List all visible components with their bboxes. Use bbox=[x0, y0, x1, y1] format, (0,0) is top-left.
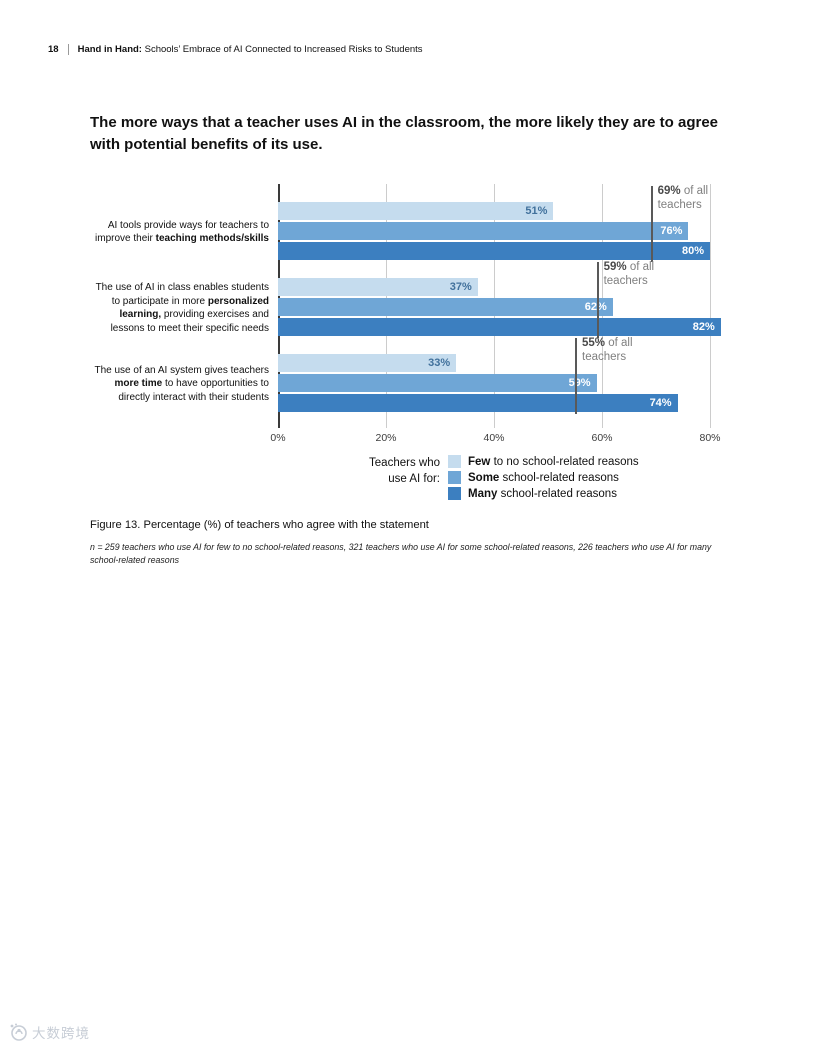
running-header-subtitle: Schools’ Embrace of AI Connected to Incr… bbox=[141, 44, 423, 55]
plot-area: AI tools provide ways for teachers to im… bbox=[90, 184, 738, 428]
legend-item: Many school-related reasons bbox=[448, 487, 639, 500]
watermark-logo-icon bbox=[10, 1023, 27, 1041]
legend-swatch bbox=[448, 471, 461, 484]
bar-value-label: 80% bbox=[681, 245, 704, 257]
bar-value-label: 74% bbox=[649, 397, 672, 409]
group-bars: 37% 62% 82% 59% of all teachers bbox=[278, 261, 738, 338]
figure-note: n = 259 teachers who use AI for few to n… bbox=[90, 542, 712, 566]
running-header: Hand in Hand: Schools’ Embrace of AI Con… bbox=[78, 44, 423, 55]
bar-value-label: 51% bbox=[525, 205, 548, 217]
legend-item: Some school-related reasons bbox=[448, 471, 639, 484]
category-label: The use of an AI system gives teachers m… bbox=[94, 364, 269, 403]
x-axis-tick: 40% bbox=[483, 432, 505, 444]
legend: Teachers who use AI for: Few to no schoo… bbox=[352, 455, 639, 500]
legend-swatch bbox=[448, 487, 461, 500]
reference-label: 69% of all teachers bbox=[657, 185, 709, 211]
bar-value-label: 59% bbox=[568, 377, 591, 389]
bar-some: 62% bbox=[278, 298, 613, 316]
chart-groups: AI tools provide ways for teachers to im… bbox=[90, 185, 738, 414]
x-axis-tick: 20% bbox=[375, 432, 397, 444]
bar-many: 74% bbox=[278, 394, 678, 412]
bar-some: 76% bbox=[278, 222, 689, 240]
x-axis-tick: 60% bbox=[591, 432, 613, 444]
bar-few: 33% bbox=[278, 354, 457, 372]
watermark: 大数跨境 bbox=[8, 1022, 90, 1042]
x-axis-tick: 0% bbox=[270, 432, 286, 444]
x-axis-tick: 80% bbox=[699, 432, 721, 444]
chart-group: The use of AI in class enables students … bbox=[90, 261, 738, 338]
reference-label: 59% of all teachers bbox=[603, 261, 655, 287]
bar-value-label: 76% bbox=[660, 225, 683, 237]
bar-some: 59% bbox=[278, 374, 597, 392]
watermark-text: 大数跨境 bbox=[32, 1026, 90, 1041]
page-number: 18 bbox=[48, 44, 59, 55]
legend-item: Few to no school-related reasons bbox=[448, 455, 639, 468]
chart-title: The more ways that a teacher uses AI in … bbox=[90, 114, 719, 153]
page-header: 18 Hand in Hand: Schools’ Embrace of AI … bbox=[48, 44, 423, 55]
legend-item-label: Many school-related reasons bbox=[468, 487, 617, 500]
category-label: The use of AI in class enables students … bbox=[95, 282, 269, 334]
bar-few: 51% bbox=[278, 202, 554, 220]
chart: AI tools provide ways for teachers to im… bbox=[90, 184, 750, 446]
bar-many: 82% bbox=[278, 318, 721, 336]
chart-group: AI tools provide ways for teachers to im… bbox=[90, 185, 738, 262]
reference-label: 55% of all teachers bbox=[582, 337, 633, 363]
bar-value-label: 82% bbox=[692, 321, 715, 333]
bar-value-label: 62% bbox=[585, 301, 613, 313]
group-bars: 51% 76% 80% 69% of all teachers bbox=[278, 185, 738, 262]
running-header-title: Hand in Hand: bbox=[77, 44, 142, 55]
reference-line bbox=[650, 186, 653, 262]
group-bars: 33% 59% 74% 55% of all teachers bbox=[278, 337, 738, 414]
gridline bbox=[710, 184, 711, 428]
bar-value-label: 37% bbox=[449, 281, 472, 293]
legend-swatch bbox=[448, 455, 461, 468]
legend-item-label: Few to no school-related reasons bbox=[468, 455, 639, 468]
figure-caption: Figure 13. Percentage (%) of teachers wh… bbox=[90, 519, 429, 531]
legend-title: Teachers who use AI for: bbox=[369, 457, 440, 485]
header-divider bbox=[67, 44, 69, 55]
reference-line bbox=[596, 262, 599, 338]
bar-few: 37% bbox=[278, 278, 478, 296]
chart-group: The use of an AI system gives teachers m… bbox=[90, 337, 738, 414]
legend-items: Few to no school-related reasons Some sch… bbox=[448, 455, 639, 500]
bar-many: 80% bbox=[278, 242, 710, 260]
x-axis: 0% 20% 40% 60% 80% bbox=[270, 432, 738, 446]
category-label: AI tools provide ways for teachers to im… bbox=[95, 219, 269, 245]
legend-item-label: Some school-related reasons bbox=[468, 471, 619, 484]
bar-value-label: 33% bbox=[428, 357, 451, 369]
reference-line bbox=[575, 338, 577, 414]
